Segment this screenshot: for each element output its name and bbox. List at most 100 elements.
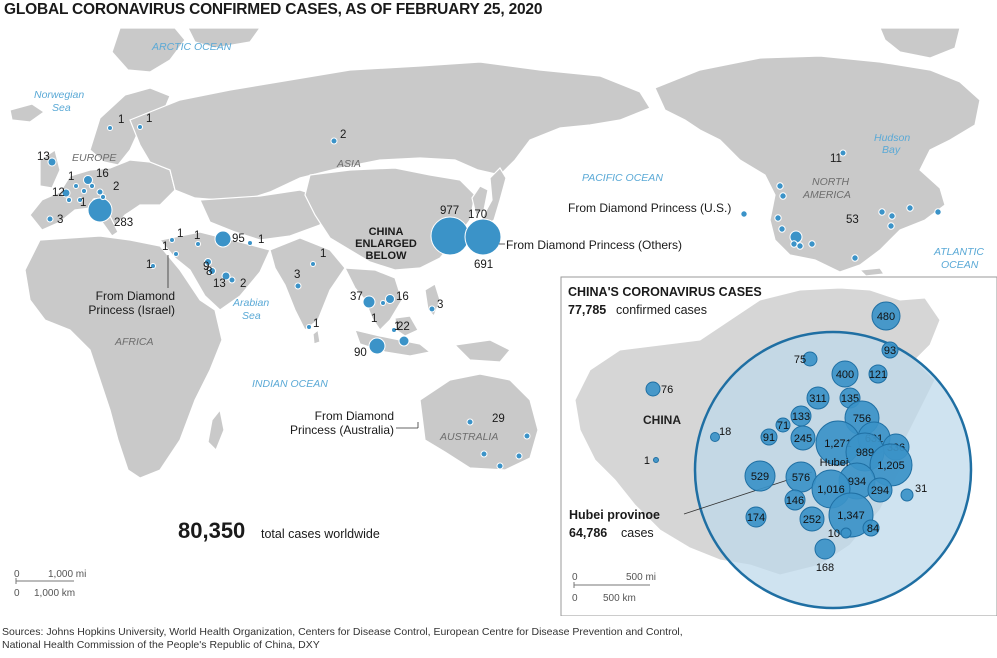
case-bubble	[80, 187, 88, 195]
case-count-label: 3	[294, 269, 300, 281]
china-scale-km-label: 500 km	[603, 593, 636, 604]
province-count-label: 75	[794, 354, 806, 366]
case-bubble	[306, 324, 312, 330]
case-bubble	[96, 188, 104, 196]
case-count-label: 1	[80, 197, 86, 209]
case-bubble	[87, 197, 113, 223]
province-bubble	[871, 301, 901, 331]
case-bubble	[204, 258, 212, 266]
case-count-label: 1	[371, 313, 377, 325]
china-scale-mi-label: 500 mi	[626, 572, 656, 583]
case-bubble	[523, 432, 531, 440]
case-count-label: 1	[258, 234, 264, 246]
case-bubble	[362, 295, 376, 309]
case-count-label: 16	[96, 168, 109, 180]
province-count-label: 311	[809, 393, 827, 405]
province-count-label: 756	[853, 413, 871, 425]
case-count-label: 691	[474, 259, 493, 271]
world-scale-mi-label: 1,000 mi	[48, 569, 86, 580]
total-value: 80,350	[178, 518, 245, 543]
case-bubble	[77, 197, 83, 203]
province-count-label: 71	[777, 420, 789, 432]
hubei-unit: cases	[621, 526, 654, 540]
province-bubble	[745, 506, 767, 528]
norwegian-sea-label: Norwegian	[34, 89, 84, 101]
case-count-label: 95	[232, 233, 245, 245]
dp-israel-callout-2: Princess (Israel)	[88, 303, 175, 317]
europe-label: EUROPE	[72, 152, 117, 164]
case-count-label: 2	[240, 278, 246, 290]
case-bubble	[887, 222, 895, 230]
case-bubble	[208, 267, 216, 275]
case-bubble	[888, 212, 896, 220]
province-count-label: 84	[867, 523, 879, 535]
world-scale-km-label: 1,000 km	[34, 588, 75, 599]
case-count-label: 16	[396, 291, 409, 303]
case-count-label: 12	[52, 187, 65, 199]
china-country-label: CHINA	[643, 413, 681, 427]
china-enlarged-label: CHINA ENLARGED BELOW	[355, 226, 417, 262]
province-bubble	[868, 364, 888, 384]
case-bubble	[496, 462, 504, 470]
china-scale-bar: 0 500 mi 0 500 km	[572, 572, 656, 604]
province-count-label: 252	[803, 514, 821, 526]
province-count-label: 18	[719, 426, 731, 438]
province-count-label: 245	[794, 433, 812, 445]
case-count-label: 1	[146, 259, 152, 271]
dp-us-callout: From Diamond Princess (U.S.)	[568, 201, 731, 215]
case-bubble	[65, 196, 73, 204]
case-count-label: 1	[146, 113, 152, 125]
sources-note: Sources: Johns Hopkins University, World…	[2, 626, 683, 652]
province-count-label: 93	[884, 345, 896, 357]
case-bubble	[779, 192, 787, 200]
province-count-label: 989	[856, 447, 874, 459]
hubei-map-label: Hubei	[820, 457, 849, 469]
case-count-label: 1	[68, 171, 74, 183]
page-title: GLOBAL CORONAVIRUS CONFIRMED CASES, AS O…	[4, 1, 543, 18]
china-inset-title: CHINA'S CORONAVIRUS CASES	[568, 285, 762, 299]
province-bubble	[840, 527, 852, 539]
province-bubble	[867, 477, 893, 503]
case-count-label: 22	[397, 321, 410, 333]
australia-label: AUSTRALIA	[439, 431, 498, 443]
province-bubble	[775, 417, 791, 433]
case-count-label: 2	[113, 181, 119, 193]
case-count-label: 37	[350, 291, 363, 303]
case-bubble	[515, 452, 523, 460]
case-bubble	[221, 271, 231, 281]
case-bubble	[774, 214, 782, 222]
province-count-label: 400	[836, 369, 854, 381]
sources-line-2: National Health Commission of the People…	[2, 639, 320, 651]
china-label-line3: BELOW	[366, 250, 408, 262]
province-count-label: 121	[869, 369, 887, 381]
province-count-label: 1,271	[824, 438, 852, 450]
case-bubble	[247, 240, 253, 246]
region-labels: EUROPE ASIA AFRICA NORTH AMERICA AUSTRAL…	[72, 152, 851, 443]
arabian-sea-label: Arabian	[232, 297, 269, 309]
province-count-label: 146	[786, 495, 804, 507]
province-bubble	[784, 489, 806, 511]
china-scale-km-zero: 0	[572, 593, 578, 604]
case-count-label: 1	[320, 248, 326, 260]
case-bubble	[380, 300, 386, 306]
china-inset: CHINA'S CORONAVIRUS CASES 77,785 confirm…	[560, 276, 997, 617]
case-count-label: 8	[206, 266, 212, 278]
case-bubble	[428, 305, 436, 313]
province-count-label: 168	[816, 562, 834, 574]
case-bubble	[169, 237, 175, 243]
province-bubble	[799, 506, 825, 532]
hubei-label: Hubei provinoe	[569, 508, 660, 522]
case-count-label: 170	[468, 209, 487, 221]
case-bubble	[466, 418, 474, 426]
case-count-label: 1	[194, 230, 200, 242]
dp-israel-callout-1: From Diamond	[96, 289, 175, 303]
africa-label: AFRICA	[114, 336, 154, 348]
indian-ocean-label: INDIAN OCEAN	[252, 378, 328, 390]
case-bubble	[137, 124, 143, 130]
case-bubble	[195, 241, 201, 247]
province-count-label: 576	[792, 472, 810, 484]
case-bubble	[88, 182, 96, 190]
case-count-label: 9	[203, 261, 209, 273]
north-america-label2: AMERICA	[802, 189, 851, 201]
atlantic-ocean-label2: OCEAN	[941, 259, 979, 271]
